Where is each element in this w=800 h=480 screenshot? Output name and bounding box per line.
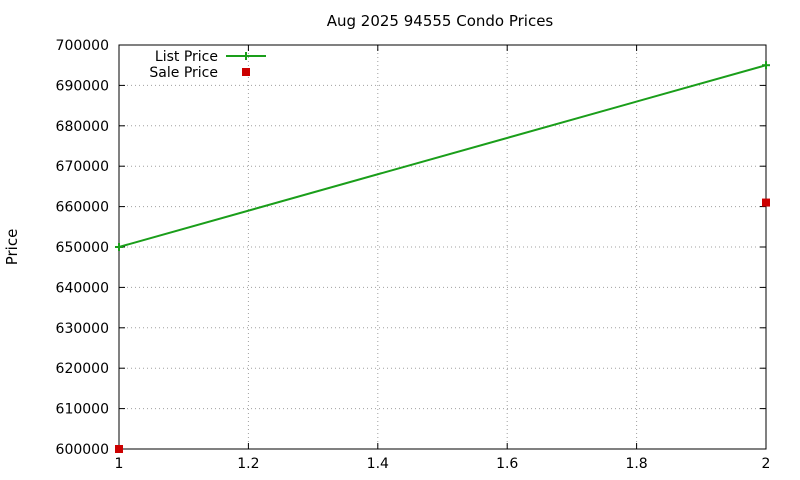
y-tick-label: 650000 xyxy=(56,240,109,256)
y-tick-label: 640000 xyxy=(56,280,109,296)
series-layer xyxy=(115,61,770,453)
x-tick-label: 1 xyxy=(115,456,124,472)
x-tick-label: 1.2 xyxy=(237,456,259,472)
y-tick-label: 610000 xyxy=(56,402,109,418)
y-tick-label: 620000 xyxy=(56,361,109,377)
legend-label-sale-price: Sale Price xyxy=(149,65,218,81)
x-tick-label: 1.4 xyxy=(367,456,389,472)
y-axis-label: Price xyxy=(3,229,21,266)
y-tick-label: 630000 xyxy=(56,321,109,337)
series-sale-price xyxy=(115,198,770,453)
y-tick-label: 700000 xyxy=(56,38,109,54)
y-tick-label: 680000 xyxy=(56,119,109,135)
legend-marker-list-price xyxy=(242,52,250,60)
ticks-layer: 600000 610000 620000 630000 640000 650000 6600… xyxy=(56,38,771,472)
chart-title: Aug 2025 94555 Condo Prices xyxy=(327,12,554,30)
list-price-point xyxy=(115,243,123,251)
y-tick-label: 600000 xyxy=(56,442,109,458)
list-price-line xyxy=(118,64,767,248)
grid-layer xyxy=(119,45,766,449)
legend-marker-sale-price xyxy=(242,68,250,76)
sale-price-point xyxy=(762,198,770,207)
y-tick-label: 660000 xyxy=(56,200,109,216)
plot-frame xyxy=(118,44,767,450)
series-list-price xyxy=(115,61,770,251)
legend-label-list-price: List Price xyxy=(155,49,218,65)
legend-swatch-sale-price xyxy=(242,68,250,76)
x-tick-label: 2 xyxy=(762,456,771,472)
list-price-point xyxy=(762,61,770,70)
sale-price-point xyxy=(115,445,123,453)
x-tick-label: 1.8 xyxy=(625,456,647,472)
y-tick-label: 690000 xyxy=(56,78,109,94)
legend-swatch-list-price xyxy=(226,52,266,60)
y-tick-label: 670000 xyxy=(56,159,109,175)
x-tick-label: 1.6 xyxy=(496,456,518,472)
